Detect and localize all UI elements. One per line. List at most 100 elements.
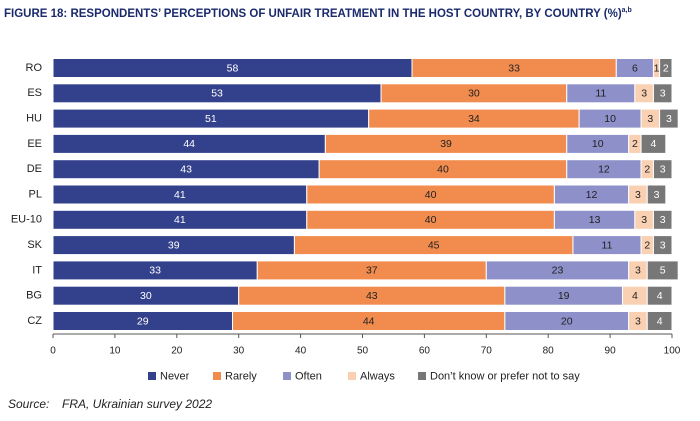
data-label: 33 [508,62,520,74]
y-tick-label: DE [27,163,42,175]
data-label: 3 [635,315,641,327]
y-tick-label: EE [27,138,42,150]
legend-swatch [348,372,356,380]
data-label: 10 [604,113,616,125]
data-label: 3 [635,265,641,277]
data-label: 37 [366,265,378,277]
data-label: 20 [561,315,573,327]
y-tick-label: EU-10 [11,214,42,226]
chart-title: FIGURE 18: RESPONDENTS’ PERCEPTIONS OF U… [4,7,632,20]
x-tick-label: 90 [605,346,617,357]
bar-segment [646,311,673,331]
x-tick-label: 30 [233,346,245,357]
bar-segment [646,260,679,281]
data-label: 45 [428,239,440,251]
bar-segment [640,133,667,154]
data-label: 41 [174,214,186,226]
x-tick-label: 60 [419,346,431,357]
bar-segment [659,108,679,129]
data-label: 43 [366,290,378,302]
data-label: 40 [437,163,449,175]
data-label: 11 [595,88,606,100]
bar-segment [646,184,667,205]
data-label: 3 [660,239,666,251]
y-tick-label: CZ [27,315,42,327]
bar-segment [652,235,673,256]
legend-label: Don’t know or prefer not to say [430,370,580,382]
data-label: 43 [180,163,192,175]
legend-swatch [418,372,426,380]
source: FRA, Ukrainian survey 2022 [62,397,212,411]
data-label: 3 [635,189,641,201]
data-label: 12 [586,189,598,201]
data-label: 3 [641,214,647,226]
x-tick-label: 100 [664,346,681,357]
data-label: 3 [660,88,666,100]
data-label: 4 [632,290,638,302]
data-label: 3 [641,88,647,100]
data-label: 3 [647,113,653,125]
data-label: 3 [660,163,666,175]
data-label: 23 [552,265,564,277]
y-tick-label: RO [26,62,43,74]
bar-segment [646,285,673,306]
legend-label: Always [360,370,395,382]
legend-swatch [213,372,221,380]
data-label: 44 [363,315,375,327]
data-label: 30 [468,88,480,100]
data-label: 6 [632,62,638,74]
data-label: 3 [666,113,672,125]
bar-segment [652,83,673,104]
x-tick-label: 10 [109,346,121,357]
data-label: 53 [211,88,223,100]
legend-swatch [283,372,291,380]
data-label: 44 [183,138,195,150]
legend-swatch [148,372,156,380]
data-label: 2 [663,62,669,74]
data-label: 4 [657,315,663,327]
bar-segment [652,209,673,230]
data-label: 51 [205,113,217,125]
data-label: 40 [425,214,437,226]
data-label: 39 [440,138,452,150]
title-text: FIGURE 18: RESPONDENTS’ PERCEPTIONS OF U… [4,8,622,20]
y-tick-label: ES [27,87,42,99]
bar-segment [659,58,673,78]
data-label: 33 [149,265,161,277]
data-label: 2 [644,239,650,251]
x-tick-label: 40 [295,346,307,357]
x-tick-label: 50 [357,346,369,357]
data-label: 3 [654,189,660,201]
y-tick-label: IT [32,264,42,276]
data-label: 13 [589,214,601,226]
legend-label: Rarely [225,370,257,382]
y-tick-label: PL [29,188,42,200]
data-label: 19 [558,290,570,302]
data-label: 4 [657,290,663,302]
title-superscript: a,b [622,7,632,14]
x-tick-label: 0 [50,346,56,357]
y-tick-label: HU [26,113,42,125]
x-tick-label: 20 [171,346,183,357]
y-tick-label: SK [27,239,42,251]
data-label: 39 [168,239,180,251]
data-label: 40 [425,189,437,201]
legend-label: Never [160,370,190,382]
data-label: 34 [468,113,480,125]
data-label: 29 [137,315,149,327]
legend-label: Often [295,370,322,382]
y-tick-label: BG [26,290,42,302]
data-label: 41 [174,189,186,201]
data-label: 11 [602,239,613,251]
data-label: 3 [660,214,666,226]
bar-segment [652,159,673,180]
data-label: 4 [651,138,657,150]
source-label: Source: [8,397,49,411]
data-label: 2 [632,138,638,150]
x-tick-label: 80 [543,346,555,357]
x-tick-label: 70 [481,346,493,357]
data-label: 2 [644,163,650,175]
data-label: 10 [592,138,604,150]
data-label: 5 [660,265,666,277]
